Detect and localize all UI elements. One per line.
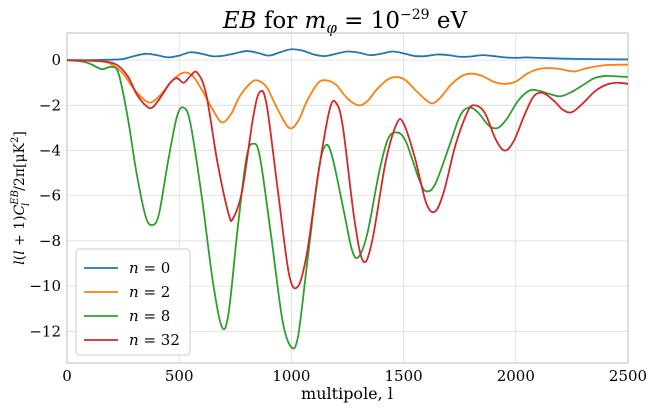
ylabel-p2: ( <box>12 255 28 260</box>
legend-label-1: n = 2 <box>129 283 170 301</box>
x-tick-label-1: 500 <box>165 367 194 385</box>
y-tick-label-6: −12 <box>29 322 61 340</box>
plot-frame <box>66 32 629 364</box>
x-tick-labels: 0 500 1000 1500 2000 2500 <box>62 367 647 385</box>
legend-box <box>75 248 191 356</box>
ylabel-p8: /2π[μK <box>12 142 28 190</box>
x-axis-label: multipole, l <box>301 384 393 403</box>
ylabel-p10: ] <box>12 131 28 136</box>
series-line-3 <box>66 59 629 290</box>
y-tick-label-2: −4 <box>39 142 61 160</box>
title-part2: for <box>257 8 305 34</box>
ylabel-p9: 2 <box>10 137 21 143</box>
ylabel-p5: C <box>12 204 28 215</box>
legend-label-2: n = 8 <box>129 307 170 325</box>
x-tick-label-5: 2500 <box>609 367 647 385</box>
x-tick-label-4: 2000 <box>497 367 535 385</box>
series-line-0 <box>66 48 629 62</box>
ylabel-p4: + 1) <box>12 215 28 250</box>
x-tick-label-2: 1000 <box>272 367 310 385</box>
y-tick-label-1: −2 <box>39 96 61 114</box>
series-layer <box>66 48 629 350</box>
title-part1: EB <box>222 8 257 34</box>
title-part5: = 10 <box>337 8 400 34</box>
y-tick-label-4: −8 <box>39 232 61 250</box>
legend-label-3: n = 32 <box>129 331 180 349</box>
series-line-1 <box>66 59 629 130</box>
ylabel-p6: EB <box>10 190 21 206</box>
legend-label-0: n = 0 <box>129 259 170 277</box>
title-part7: eV <box>430 8 468 34</box>
y-tick-labels: 0 −2 −4 −6 −8 −10 −12 <box>29 51 61 340</box>
ylabel-p3: l <box>12 250 28 254</box>
ylabel-p1: l <box>12 260 28 264</box>
title-part6: −29 <box>400 7 430 23</box>
y-tick-label-5: −10 <box>29 277 61 295</box>
title-part3: m <box>305 8 327 34</box>
y-tick-label-3: −6 <box>39 187 61 205</box>
title-part4: φ <box>326 19 337 37</box>
y-tick-label-0: 0 <box>51 51 61 69</box>
y-axis-label: l(l + 1)CEBl/2π[μK2] <box>10 131 32 265</box>
legend: n = 0 n = 2 n = 8 n = 32 <box>75 248 191 356</box>
ylabel-p7: l <box>21 203 32 206</box>
x-tick-label-0: 0 <box>62 367 72 385</box>
chart-title: EB for mφ = 10−29 eV <box>222 7 468 37</box>
x-tick-label-3: 1500 <box>385 367 423 385</box>
